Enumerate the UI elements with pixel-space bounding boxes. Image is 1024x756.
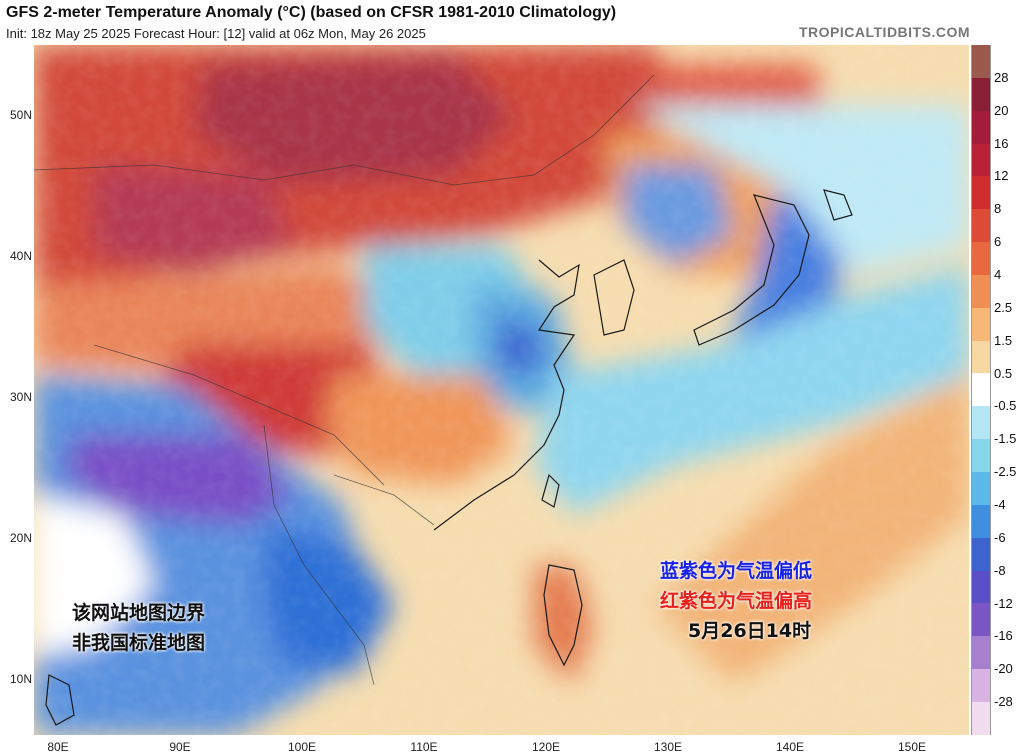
map-disclaimer: 该网站地图边界 非我国标准地图 xyxy=(72,598,205,658)
lat-label-50n: 50N xyxy=(9,108,32,122)
colorbar-swatch xyxy=(971,603,991,637)
lon-label-100e: 100E xyxy=(287,740,317,754)
map-title: GFS 2-meter Temperature Anomaly (°C) (ba… xyxy=(6,4,617,21)
lon-label-80e: 80E xyxy=(47,740,69,754)
colorbar-swatch xyxy=(971,209,991,243)
temperature-anomaly-map xyxy=(34,45,969,735)
colorbar-swatch xyxy=(971,307,991,341)
colorbar-swatch xyxy=(971,406,991,440)
colorbar-swatch xyxy=(971,242,991,275)
colorbar-tick-label: 20 xyxy=(994,102,1009,118)
colorbar-swatch xyxy=(971,439,991,472)
disclaimer-line-2: 非我国标准地图 xyxy=(72,632,206,654)
colorbar-tick-label: -28 xyxy=(994,694,1013,710)
colorbar-tick-label: -12 xyxy=(994,595,1013,611)
colorbar-swatch xyxy=(971,340,991,374)
lon-label-140e: 140E xyxy=(775,740,805,754)
colorbar-tick-label: -8 xyxy=(994,562,1006,578)
colorbar-swatch xyxy=(971,701,991,735)
colorbar-tick-label: -20 xyxy=(994,661,1013,677)
colorbar-swatch xyxy=(971,143,991,177)
colorbar-tick-label: 0.5 xyxy=(994,365,1013,381)
colorbar-tick-label: -0.5 xyxy=(994,398,1017,414)
colorbar-swatch xyxy=(971,669,991,702)
map-subtitle: Init: 18z May 25 2025 Forecast Hour: [12… xyxy=(6,26,426,41)
colorbar-tick-label: -4 xyxy=(994,497,1006,512)
lon-label-120e: 120E xyxy=(531,740,561,754)
colorbar-swatch xyxy=(971,274,991,308)
colorbar-tick-label: 1.5 xyxy=(994,332,1013,348)
lat-label-30n: 30N xyxy=(9,390,32,404)
lon-label-90e: 90E xyxy=(169,740,191,754)
lon-label-110e: 110E xyxy=(410,740,438,754)
valid-time-label: 5月26日14时 xyxy=(688,620,812,642)
warm-explanation: 红紫色为气温偏高 xyxy=(660,590,813,612)
colorbar-tick-label: -2.5 xyxy=(994,464,1017,480)
colorbar-swatch xyxy=(971,570,991,604)
colorbar-tick-label: 28 xyxy=(994,69,1009,85)
lon-label-150e: 150E xyxy=(897,740,927,754)
lat-label-10n: 10N xyxy=(9,672,32,686)
lat-label-40n: 40N xyxy=(9,249,32,263)
legend-explanation: 蓝紫色为气温偏低 红紫色为气温偏高 5月26日14时 xyxy=(660,556,812,646)
colorbar-swatch xyxy=(971,504,991,538)
colorbar-swatch xyxy=(971,176,991,210)
colorbar-tick-label: -6 xyxy=(994,529,1006,545)
colorbar-swatch xyxy=(971,45,991,78)
colorbar-swatch xyxy=(971,77,991,111)
colorbar-tick-label: 12 xyxy=(994,168,1009,184)
colorbar-swatch xyxy=(971,373,991,407)
colorbar-tick-label: -16 xyxy=(994,628,1013,644)
colorbar-tick-label: 6 xyxy=(994,234,1002,250)
colorbar-tick-label: 2.5 xyxy=(994,299,1013,315)
colorbar-tick-label: -1.5 xyxy=(994,431,1017,447)
lon-label-130e: 130E xyxy=(653,740,683,754)
disclaimer-line-1: 该网站地图边界 xyxy=(72,602,206,624)
colorbar-swatch xyxy=(971,636,991,670)
colorbar-swatch xyxy=(971,110,991,144)
cold-explanation: 蓝紫色为气温偏低 xyxy=(660,560,813,582)
colorbar-swatch xyxy=(971,537,991,571)
lat-label-20n: 20N xyxy=(9,531,32,545)
colorbar-tick-label: 16 xyxy=(994,135,1009,151)
colorbar-swatch xyxy=(971,471,991,505)
site-brand: TROPICALTIDBITS.COM xyxy=(798,24,970,40)
colorbar-tick-label: 4 xyxy=(994,267,1002,282)
colorbar xyxy=(971,45,991,735)
colorbar-tick-label: 8 xyxy=(994,201,1002,217)
